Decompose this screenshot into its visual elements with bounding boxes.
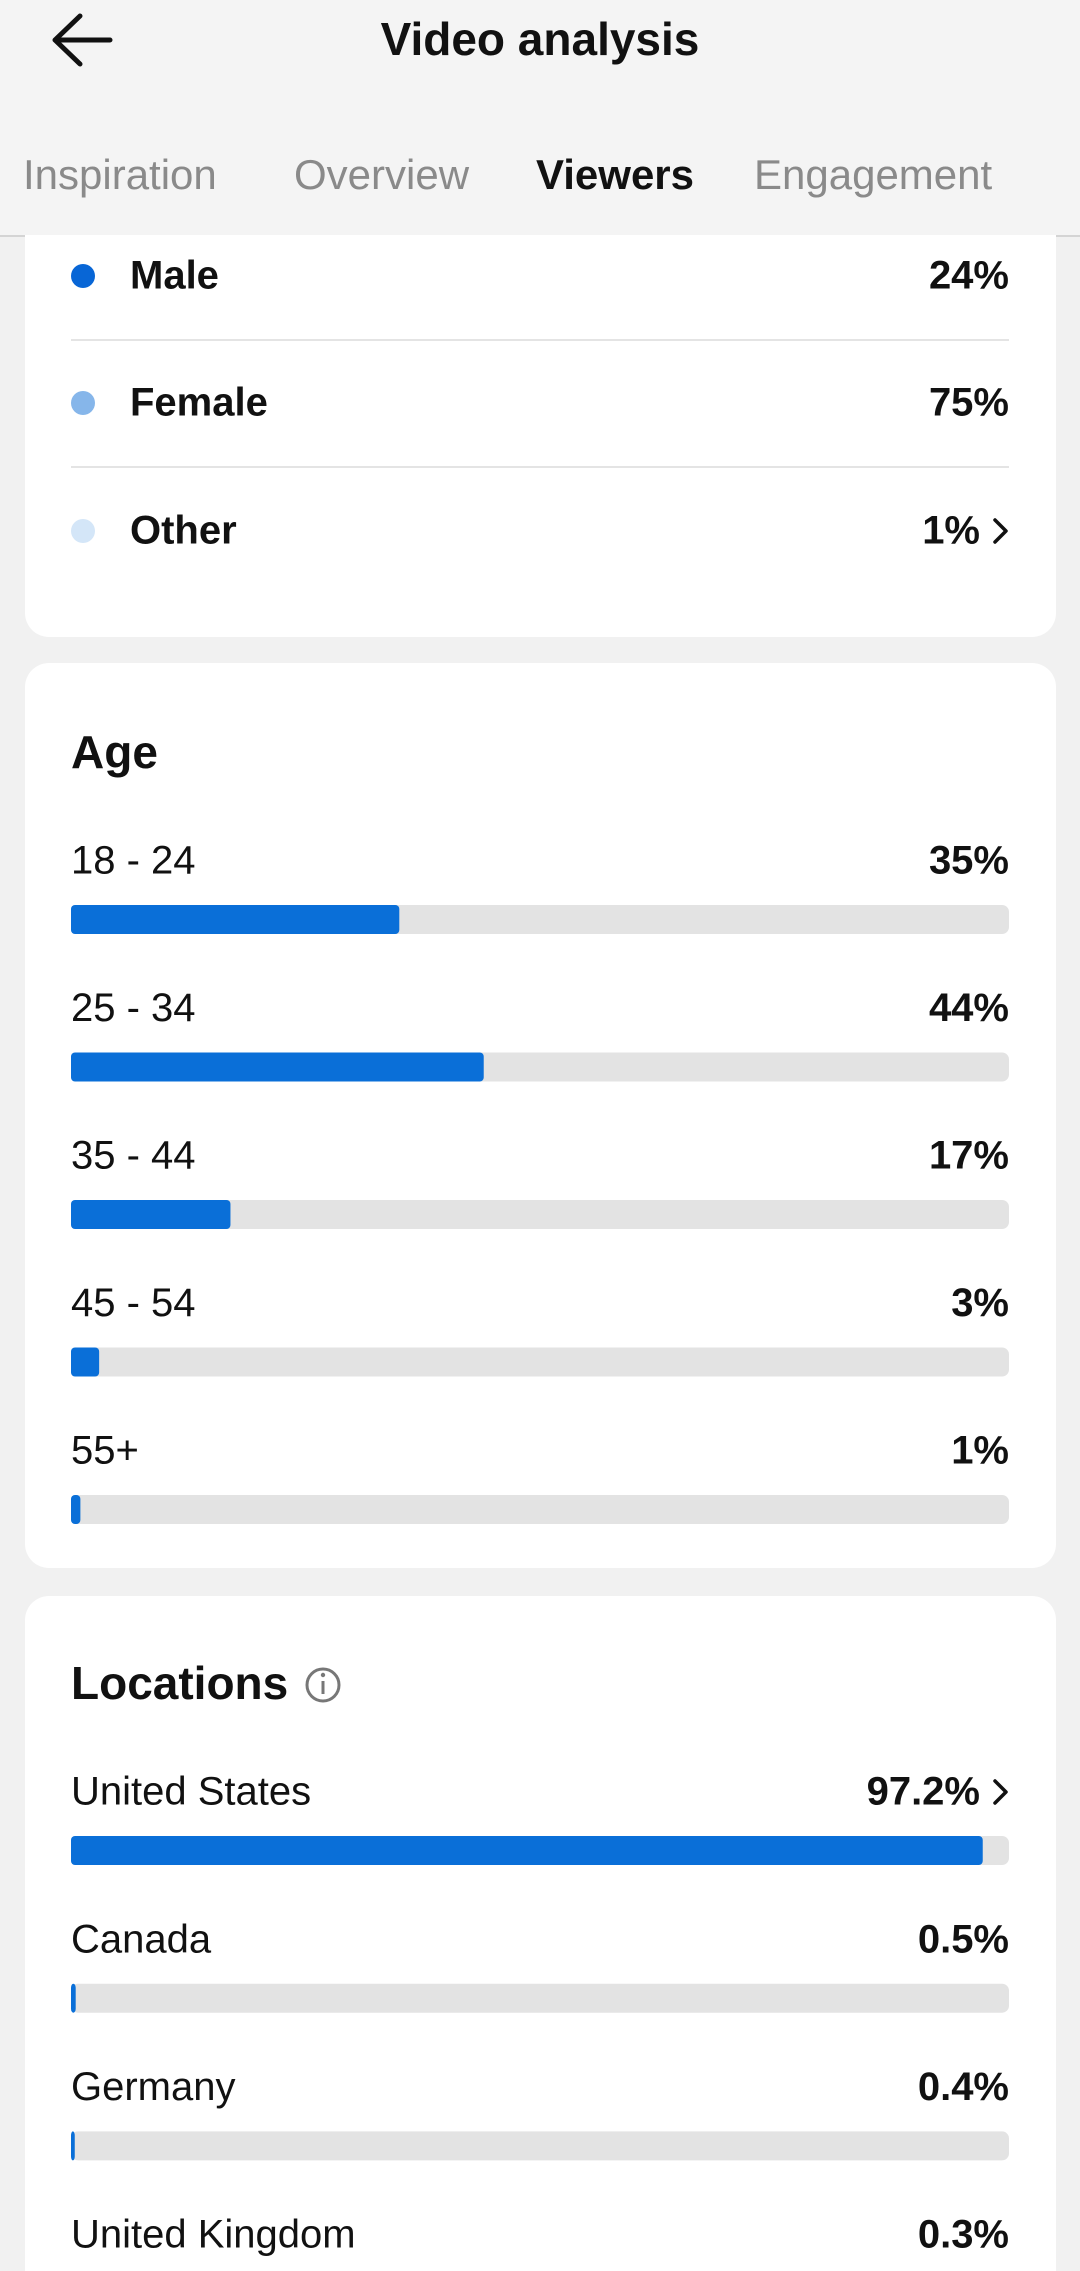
row-value: 35% (929, 839, 1009, 883)
age-card (25, 663, 1056, 1568)
legend-dot (71, 519, 95, 543)
bar-track (71, 1200, 1009, 1229)
row-label: 45 - 54 (71, 1281, 196, 1325)
gender-value: 1% (922, 509, 980, 553)
bar (71, 1200, 231, 1229)
row-value: 1% (951, 1429, 1009, 1473)
back-button[interactable] (52, 13, 113, 67)
gender-value: 24% (929, 254, 1009, 298)
row-label: Germany (71, 2065, 236, 2109)
row-label: 25 - 34 (71, 986, 196, 1030)
row-value: 0.4% (918, 2065, 1009, 2109)
bar-track (71, 1983, 1009, 2013)
bar (71, 1495, 81, 1524)
tab[interactable]: Viewers (536, 151, 694, 198)
row-label: 55+ (71, 1429, 139, 1473)
tab[interactable]: Inspiration (23, 151, 217, 198)
gender-label: Female (130, 381, 268, 425)
gender-label: Male (130, 254, 219, 298)
bar-track (71, 1347, 1009, 1377)
legend-dot (71, 264, 95, 288)
bar (71, 905, 400, 934)
bar (71, 1052, 484, 1082)
info-icon-dot (320, 1672, 326, 1678)
section-title: Locations (71, 1657, 288, 1709)
page-title: Video analysis (381, 13, 700, 65)
chevron[interactable] (993, 1779, 1008, 1805)
gender-label: Other (130, 509, 237, 553)
row-value: 0.3% (918, 2213, 1009, 2257)
bar-track (71, 2131, 1009, 2161)
legend-dot (71, 391, 95, 415)
header-bg (0, 0, 1080, 236)
section-title: Age (71, 726, 158, 778)
chevron[interactable] (993, 518, 1008, 544)
tab[interactable]: Engagement (754, 151, 993, 198)
row-label: United Kingdom (71, 2213, 356, 2257)
row-value: 44% (929, 986, 1009, 1030)
bar (71, 2131, 75, 2161)
row-value: 3% (951, 1281, 1009, 1325)
row-value: 0.5% (918, 1917, 1009, 1961)
gender-card (25, 200, 1056, 637)
locations-card (25, 1596, 1056, 2271)
tab[interactable]: Overview (294, 151, 470, 198)
bar (71, 1983, 76, 2013)
row-value: 97.2% (867, 1770, 980, 1814)
row-value: 17% (929, 1134, 1009, 1178)
row-label: Canada (71, 1917, 212, 1961)
header-bg-lower (0, 200, 1080, 235)
row-label: 35 - 44 (71, 1134, 196, 1178)
bar (71, 1836, 983, 1865)
bar (71, 1347, 100, 1377)
bar-track (71, 1495, 1009, 1524)
row-label: United States (71, 1770, 311, 1814)
info-icon[interactable] (305, 1667, 341, 1703)
gender-value: 75% (929, 381, 1009, 425)
row-label: 18 - 24 (71, 839, 196, 883)
